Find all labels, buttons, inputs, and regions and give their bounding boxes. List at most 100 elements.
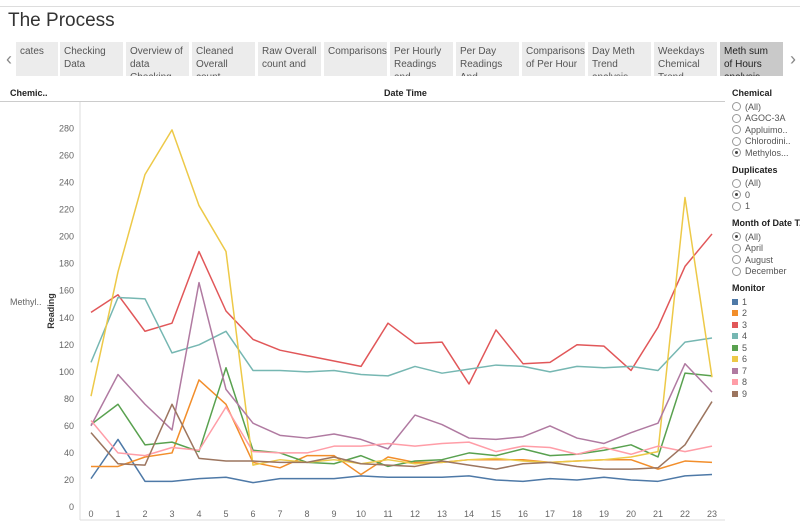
month-option-label: August [745, 254, 774, 265]
story-tab-5[interactable]: Raw Overall count and [258, 42, 321, 76]
story-tab-9[interactable]: Comparisons of Per Hour [522, 42, 585, 76]
story-tab-7[interactable]: Per Hourly Readings and [390, 42, 453, 76]
story-tab-3[interactable]: Overview of data Checking [126, 42, 189, 76]
chemical-option[interactable]: AGOC-3A [732, 113, 800, 125]
x-tick-label: 15 [491, 509, 501, 519]
story-tab-6[interactable]: Comparisons [324, 42, 387, 76]
legend-swatch [732, 321, 738, 328]
month-option[interactable]: December [732, 266, 800, 278]
month-option-label: April [745, 243, 764, 254]
story-tab-12[interactable]: Meth sum of Hours analysis [720, 42, 783, 76]
monitor-legend-title: Monitor [732, 283, 765, 293]
radio-icon[interactable] [732, 113, 741, 123]
month-option[interactable]: August [732, 254, 800, 266]
y-tick-label: 200 [59, 232, 74, 242]
y-tick-label: 120 [59, 340, 74, 350]
y-tick-label: 140 [59, 313, 74, 323]
radio-icon[interactable] [732, 148, 741, 158]
legend-item[interactable]: 9 [732, 388, 800, 400]
chemical-option[interactable]: Chlorodini.. [732, 136, 800, 148]
legend-item[interactable]: 8 [732, 377, 800, 389]
duplicates-option[interactable]: 1 [732, 201, 800, 213]
radio-icon[interactable] [732, 266, 741, 276]
header-divider [0, 101, 725, 102]
legend-label: 4 [742, 331, 748, 342]
x-tick-label: 13 [437, 509, 447, 519]
legend-item[interactable]: 5 [732, 342, 800, 354]
x-tick-label: 7 [277, 509, 282, 519]
x-tick-label: 8 [304, 509, 309, 519]
story-tab-4[interactable]: Cleaned Overall count [192, 42, 255, 76]
radio-icon[interactable] [732, 190, 741, 200]
duplicates-option[interactable]: 0 [732, 189, 800, 201]
radio-icon[interactable] [732, 102, 741, 112]
radio-icon[interactable] [732, 201, 741, 211]
story-tab-1[interactable]: cates [16, 42, 58, 76]
y-tick-label: 100 [59, 367, 74, 377]
radio-icon[interactable] [732, 178, 741, 188]
y-tick-label: 20 [64, 475, 74, 485]
x-tick-label: 21 [653, 509, 663, 519]
radio-icon[interactable] [732, 232, 741, 242]
chemical-option-label: (All) [745, 101, 761, 112]
x-tick-label: 2 [142, 509, 147, 519]
radio-icon[interactable] [732, 243, 741, 253]
duplicates-option-label: 1 [745, 201, 751, 212]
legend-swatch [732, 333, 738, 340]
x-tick-label: 9 [331, 509, 336, 519]
duplicates-option-label: (All) [745, 178, 761, 189]
chevron-left-icon[interactable]: ‹ [6, 48, 12, 69]
legend-item[interactable]: 2 [732, 308, 800, 320]
x-tick-label: 3 [169, 509, 174, 519]
radio-icon[interactable] [732, 125, 741, 135]
x-tick-label: 1 [115, 509, 120, 519]
story-tab-11[interactable]: Weekdays Chemical Trend [654, 42, 717, 76]
legend-swatch [732, 390, 738, 397]
legend-swatch [732, 356, 738, 363]
x-tick-label: 17 [545, 509, 555, 519]
duplicates-option[interactable]: (All) [732, 178, 800, 190]
y-tick-label: 220 [59, 205, 74, 215]
chemical-option-label: Chlorodini.. [745, 136, 791, 147]
story-tab-10[interactable]: Day Meth Trend analysis [588, 42, 651, 76]
legend-item[interactable]: 7 [732, 365, 800, 377]
x-tick-label: 12 [410, 509, 420, 519]
legend-item[interactable]: 1 [732, 296, 800, 308]
month-filter: Month of Date T.. (All) April August Decemb… [732, 218, 800, 277]
legend-label: 8 [742, 377, 748, 388]
duplicates-filter: Duplicates (All) 0 1 [732, 165, 800, 213]
chemical-option[interactable]: (All) [732, 101, 800, 113]
month-option[interactable]: (All) [732, 231, 800, 243]
legend-label: 9 [742, 388, 748, 399]
duplicates-filter-title: Duplicates [732, 164, 778, 175]
chevron-right-icon[interactable]: › [790, 48, 796, 69]
story-tab-2[interactable]: Checking Data [60, 42, 123, 76]
story-tab-8[interactable]: Per Day Readings And [456, 42, 519, 76]
month-option-label: (All) [745, 231, 761, 242]
legend-item[interactable]: 4 [732, 331, 800, 343]
x-tick-label: 18 [572, 509, 582, 519]
legend-item[interactable]: 6 [732, 354, 800, 366]
series-line-monitor-1 [90, 438, 713, 484]
radio-icon[interactable] [732, 136, 741, 146]
legend-item[interactable]: 3 [732, 319, 800, 331]
legend-label: 1 [742, 296, 748, 307]
row-label-chemical: Methyl.. [10, 297, 42, 307]
x-tick-label: 0 [88, 509, 93, 519]
x-tick-label: 14 [464, 509, 474, 519]
x-tick-label: 4 [196, 509, 201, 519]
chemical-column-header: Chemic.. [10, 88, 48, 98]
y-tick-label: 180 [59, 259, 74, 269]
chemical-option[interactable]: Methylos... [732, 147, 800, 159]
y-tick-label: 40 [64, 448, 74, 458]
chemical-option-label: AGOC-3A [745, 113, 786, 124]
y-tick-label: 280 [59, 124, 74, 134]
radio-icon[interactable] [732, 255, 741, 265]
legend-swatch [732, 310, 738, 317]
chemical-option[interactable]: Appluimo.. [732, 124, 800, 136]
month-option[interactable]: April [732, 243, 800, 255]
legend-swatch [732, 379, 738, 386]
